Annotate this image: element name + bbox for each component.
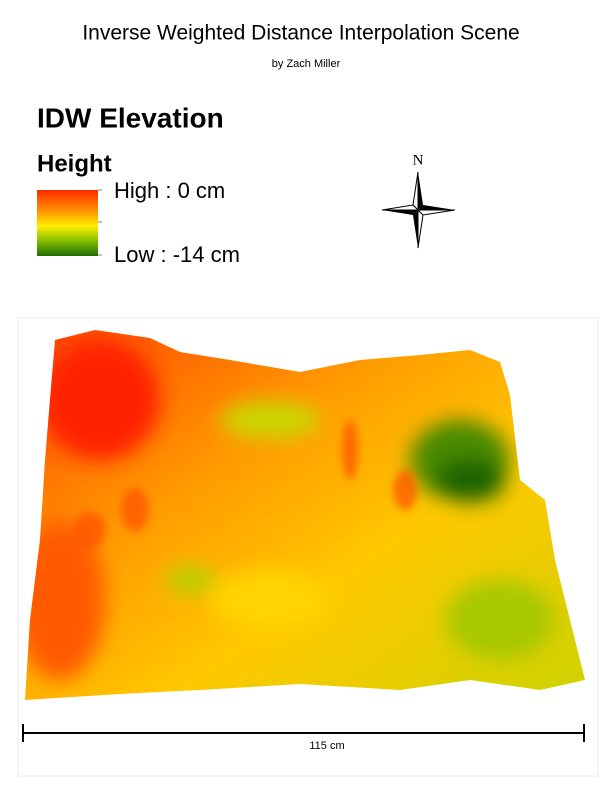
author: by Zach Miller <box>272 58 341 70</box>
legend-title: IDW Elevation <box>37 102 224 133</box>
color-ramp <box>37 190 98 256</box>
scale-label: 115 cm <box>309 740 344 752</box>
scale-bar: 115 cm <box>22 724 585 752</box>
terrain <box>25 330 585 700</box>
legend-field: Height <box>37 150 112 177</box>
legend-high: High : 0 cm <box>114 178 225 203</box>
north-arrow: N <box>381 152 456 249</box>
map-title: Inverse Weighted Distance Interpolation … <box>82 22 519 45</box>
legend-low: Low : -14 cm <box>114 242 240 267</box>
north-label: N <box>413 152 424 168</box>
